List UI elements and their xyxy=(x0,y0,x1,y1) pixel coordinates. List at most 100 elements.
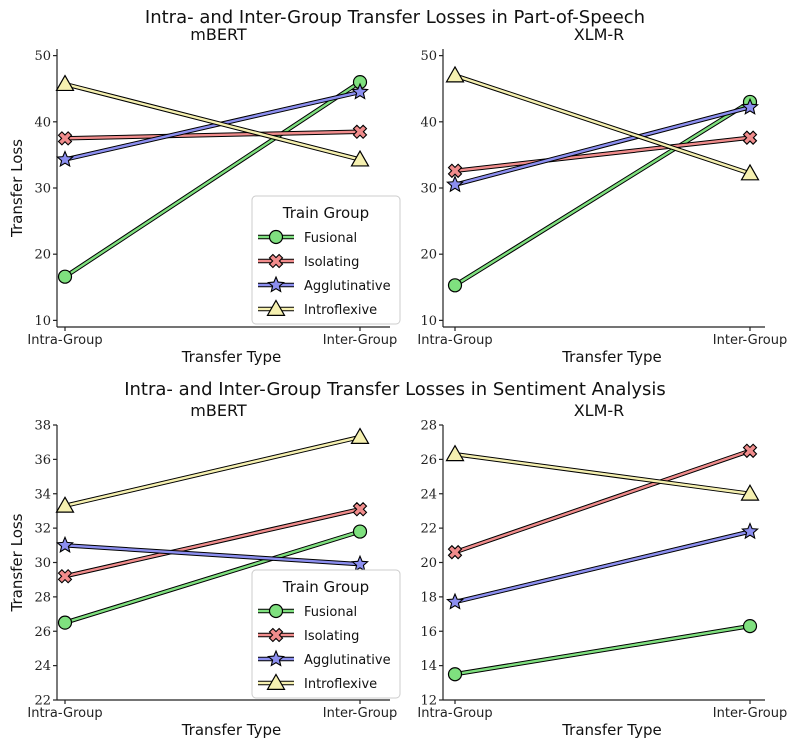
y-tick-label: 28 xyxy=(34,590,51,605)
chart-panel-2: XLM-R 10 20 30 40 50 Intra-Group Inter-Group Tra… xyxy=(417,25,787,366)
y-tick-label: 10 xyxy=(420,314,437,329)
y-tick-label: 24 xyxy=(420,487,437,502)
data-point-introflexive xyxy=(350,427,370,445)
data-point-fusional xyxy=(447,667,463,682)
x-tick-label: Inter-Group xyxy=(323,333,397,348)
legend: Train Group Fusional Isolating Agglutinativ… xyxy=(251,195,401,325)
y-tick-label: 22 xyxy=(34,694,51,709)
y-tick-label: 32 xyxy=(34,522,51,537)
x-axis-label: Transfer Type xyxy=(181,348,282,366)
data-point-agglutinative xyxy=(446,592,464,610)
x-tick-label: Intra-Group xyxy=(417,333,492,348)
data-point-agglutinative xyxy=(446,175,464,193)
y-tick-label: 12 xyxy=(420,694,437,709)
series-line-isolating xyxy=(454,135,751,173)
series-line-agglutinative-fill xyxy=(454,106,751,186)
data-point-isolating xyxy=(352,501,368,517)
series-line-agglutinative xyxy=(454,105,751,187)
y-tick-label: 38 xyxy=(34,419,51,434)
series-line-agglutinative xyxy=(64,89,361,162)
y-tick-label: 50 xyxy=(420,49,437,64)
data-point-introflexive xyxy=(350,149,370,167)
series-line-agglutinative xyxy=(454,529,751,605)
series-line-fusional xyxy=(453,100,752,288)
y-tick-label: 28 xyxy=(420,419,437,434)
legend-marker-fusional xyxy=(268,603,284,619)
x-tick-label: Inter-Group xyxy=(713,706,787,721)
y-tick-label: 30 xyxy=(420,182,437,197)
series-line-agglutinative-fill xyxy=(64,90,361,161)
series-line-introflexive-fill xyxy=(454,453,751,495)
legend-label: Introflexive xyxy=(304,677,377,692)
series-line-introflexive-fill xyxy=(64,82,361,161)
legend-label: Introflexive xyxy=(304,303,377,318)
series-line-fusional-fill xyxy=(64,81,361,278)
series-line-introflexive-fill xyxy=(454,74,751,175)
data-point-isolating xyxy=(742,443,758,459)
series-line-isolating xyxy=(64,129,361,141)
data-point-isolating xyxy=(57,131,73,146)
series-line-isolating-fill xyxy=(454,136,751,172)
chart-panel-1: mBERT 10 20 30 40 50 Intra-Group Inter-Group Tra… xyxy=(8,25,401,366)
series-line-agglutinative-fill xyxy=(454,530,751,604)
y-tick-label: 18 xyxy=(420,590,437,605)
legend-box xyxy=(251,195,401,325)
series-line-fusional-fill xyxy=(454,100,751,287)
legend-marker-fusional xyxy=(268,229,284,245)
data-point-introflexive xyxy=(445,65,465,83)
y-tick-label: 36 xyxy=(34,453,51,468)
data-point-introflexive xyxy=(740,163,760,181)
series-line-agglutinative-fill xyxy=(64,544,361,566)
series-line-isolating xyxy=(64,507,361,579)
panel-title: XLM-R xyxy=(574,401,625,420)
x-tick-label: Intra-Group xyxy=(417,706,492,721)
data-point-introflexive xyxy=(445,444,465,462)
data-point-agglutinative xyxy=(56,150,74,168)
series-line-introflexive xyxy=(454,73,751,176)
data-point-introflexive xyxy=(740,484,760,501)
chart-panels: mBERT 10 20 30 40 50 Intra-Group Inter-Group Tra… xyxy=(8,25,787,739)
data-point-fusional xyxy=(57,269,73,284)
series-line-introflexive xyxy=(64,81,361,162)
y-tick-label: 22 xyxy=(420,522,437,537)
chart-panel-3: mBERT 22 24 26 28 30 32 34 36 38 Intra-Group Inter-… xyxy=(8,401,401,739)
legend-marker-agglutinative xyxy=(267,649,285,667)
legend-label: Fusional xyxy=(304,605,357,620)
x-tick-label: Inter-Group xyxy=(323,706,397,721)
legend-label: Fusional xyxy=(304,231,357,246)
y-tick-label: 10 xyxy=(34,314,51,329)
y-tick-label: 16 xyxy=(420,625,437,640)
x-axis-label: Transfer Type xyxy=(561,348,662,366)
legend: Train Group Fusional Isolating Agglutinativ… xyxy=(251,569,401,699)
series-line-isolating-fill xyxy=(64,130,361,140)
series-line-agglutinative xyxy=(64,543,361,567)
data-point-agglutinative xyxy=(351,82,369,100)
series-line-fusional-fill xyxy=(454,624,751,676)
legend-label: Agglutinative xyxy=(304,653,391,668)
data-point-isolating xyxy=(57,568,73,584)
series-line-isolating xyxy=(454,448,751,555)
legend-marker-introflexive xyxy=(266,299,286,316)
series-line-fusional xyxy=(64,529,361,625)
x-axis-label: Transfer Type xyxy=(181,721,282,739)
y-tick-label: 20 xyxy=(34,248,51,263)
y-tick-label: 26 xyxy=(34,625,51,640)
panel-title: XLM-R xyxy=(574,25,625,44)
y-axis-label: Transfer Loss xyxy=(8,513,26,612)
y-tick-label: 40 xyxy=(420,115,437,130)
data-point-agglutinative xyxy=(741,522,759,540)
series-line-fusional xyxy=(63,80,362,279)
panel-title: mBERT xyxy=(190,401,247,420)
top-figure-title: Intra- and Inter-Group Transfer Losses i… xyxy=(145,7,645,28)
series-line-introflexive xyxy=(454,452,751,496)
x-tick-label: Intra-Group xyxy=(27,333,102,348)
series-line-fusional xyxy=(454,623,751,677)
y-axis-label: Transfer Loss xyxy=(8,139,26,238)
data-point-fusional xyxy=(447,278,463,293)
y-tick-label: 20 xyxy=(420,556,437,571)
y-tick-label: 24 xyxy=(34,659,51,674)
y-tick-label: 50 xyxy=(34,49,51,64)
series-line-isolating-fill xyxy=(454,449,751,554)
y-tick-label: 30 xyxy=(34,556,51,571)
